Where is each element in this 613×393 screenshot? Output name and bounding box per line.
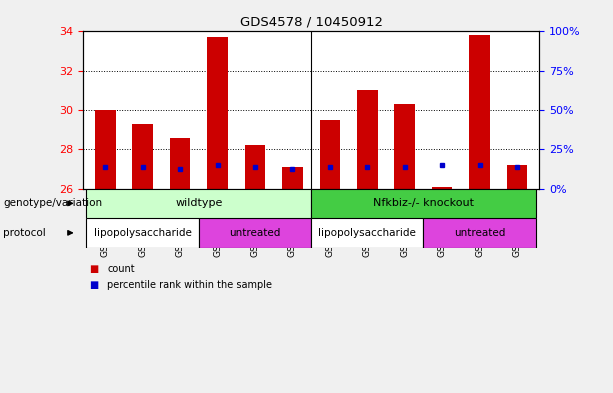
Bar — [207, 37, 228, 189]
Bar — [282, 167, 303, 189]
Text: ■: ■ — [89, 280, 98, 290]
Bar — [394, 104, 415, 189]
Text: lipopolysaccharide: lipopolysaccharide — [318, 228, 416, 238]
Text: lipopolysaccharide: lipopolysaccharide — [94, 228, 192, 238]
Text: genotype/variation: genotype/variation — [3, 198, 102, 208]
Bar — [199, 218, 311, 248]
Bar — [170, 138, 191, 189]
Bar — [432, 187, 452, 189]
Text: Nfkbiz-/- knockout: Nfkbiz-/- knockout — [373, 198, 474, 208]
Bar — [245, 145, 265, 189]
Text: percentile rank within the sample: percentile rank within the sample — [107, 280, 272, 290]
Text: GDS4578 / 10450912: GDS4578 / 10450912 — [240, 16, 383, 29]
Bar — [507, 165, 527, 189]
Text: untreated: untreated — [454, 228, 505, 238]
Bar — [470, 35, 490, 189]
Text: count: count — [107, 264, 135, 274]
Text: untreated: untreated — [229, 228, 281, 238]
Bar — [357, 90, 378, 189]
Bar — [311, 218, 424, 248]
Text: ■: ■ — [89, 264, 98, 274]
Bar — [95, 110, 115, 189]
Bar — [424, 218, 536, 248]
Bar — [86, 218, 199, 248]
Bar — [311, 189, 536, 218]
Text: protocol: protocol — [3, 228, 46, 238]
Bar — [132, 124, 153, 189]
Text: wildtype: wildtype — [175, 198, 223, 208]
Bar — [319, 120, 340, 189]
Bar — [86, 189, 311, 218]
